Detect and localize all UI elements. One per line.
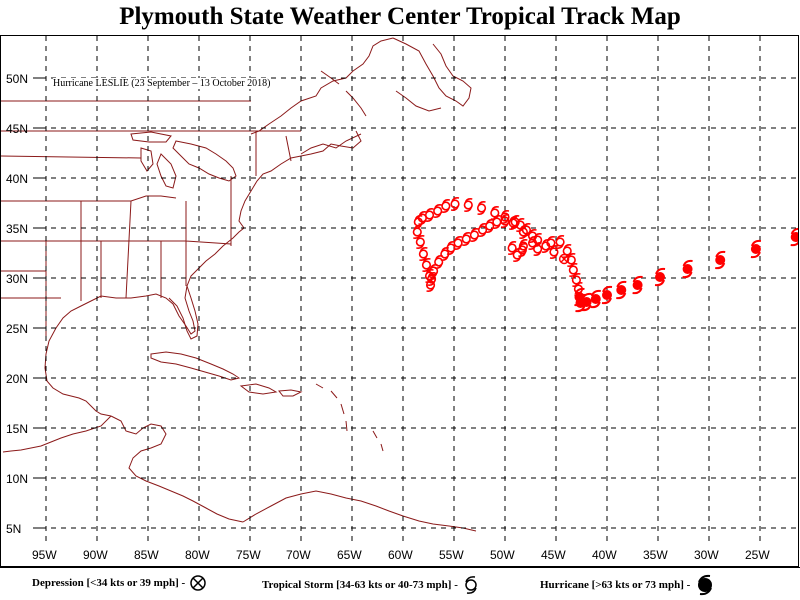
map-title: Plymouth State Weather Center Tropical T… xyxy=(119,3,681,30)
tropical-storm-marker xyxy=(461,232,471,246)
lon-label-60w: 60W xyxy=(388,548,413,562)
lon-label-40w: 40W xyxy=(592,548,617,562)
tropical-storm-marker xyxy=(507,241,517,255)
tropical-storm-marker xyxy=(500,210,510,224)
tropical-storm-marker xyxy=(421,258,432,272)
tropical-storm-marker xyxy=(469,228,479,242)
lon-label-55w: 55W xyxy=(439,548,464,562)
legend-hurricane-label: Hurricane [>63 kts or 73 mph] - xyxy=(540,579,691,591)
tropical-storm-marker xyxy=(433,204,443,218)
lon-label-85w: 85W xyxy=(134,548,159,562)
lat-label-15n: 15N xyxy=(6,422,28,436)
lon-label-95w: 95W xyxy=(32,548,57,562)
florida xyxy=(168,285,199,340)
tropical-storm-marker xyxy=(518,225,528,239)
latitude-labels: 50N 45N 40N 35N 30N 25N 20N 15N 10N 5N xyxy=(6,72,28,536)
lon-label-50w: 50W xyxy=(490,548,515,562)
tropical-storm-marker xyxy=(463,198,473,212)
tropical-storm-marker xyxy=(477,223,488,237)
lat-label-35n: 35N xyxy=(6,222,28,236)
lat-label-20n: 20N xyxy=(6,372,28,386)
hurricane-marker xyxy=(654,267,666,287)
legend-tropical-storm: Tropical Storm [34-63 kts or 40-73 mph] … xyxy=(262,574,480,596)
hurricane-marker xyxy=(632,275,643,295)
lat-label-45n: 45N xyxy=(6,122,28,136)
legend: Depression [<34 kts or 39 mph] - Tropica… xyxy=(0,567,800,600)
coastline-layer xyxy=(1,37,477,532)
lat-label-10n: 10N xyxy=(6,472,28,486)
tropical-storm-marker xyxy=(512,248,522,262)
lon-label-75w: 75W xyxy=(236,548,261,562)
lat-label-40n: 40N xyxy=(6,172,28,186)
lon-label-65w: 65W xyxy=(337,548,362,562)
lon-label-90w: 90W xyxy=(83,548,108,562)
longitude-labels: 95W 90W 85W 80W 75W 70W 65W 60W 55W 50W … xyxy=(32,548,770,562)
south-america-north xyxy=(242,490,477,532)
storm-label: Hurricane LESLIE (23 September – 13 Octo… xyxy=(53,78,271,89)
storm-track xyxy=(412,197,798,313)
hurricane-marker xyxy=(715,250,726,270)
tropical-storm-marker xyxy=(517,243,527,257)
map-frame: 50N 45N 40N 35N 30N 25N 20N 15N 10N 5N 9… xyxy=(0,35,799,567)
tropical-storm-marker xyxy=(418,247,428,261)
hurricane-marker xyxy=(601,285,613,305)
lon-label-25w: 25W xyxy=(745,548,770,562)
central-america xyxy=(2,415,244,523)
tropical-storm-marker xyxy=(510,215,520,229)
tropical-storm-marker xyxy=(424,208,435,222)
lat-label-25n: 25N xyxy=(6,322,28,336)
lon-label-30w: 30W xyxy=(694,548,719,562)
tropical-storm-marker xyxy=(441,199,451,213)
tropical-storm-marker xyxy=(562,244,572,258)
lat-label-5n: 5N xyxy=(6,522,21,536)
legend-depression-label: Depression [<34 kts or 39 mph] - xyxy=(32,577,186,589)
tropical-storm-marker xyxy=(555,235,565,249)
us-east-coast xyxy=(44,37,472,417)
hurricane-marker xyxy=(750,239,762,259)
hurricane-icon xyxy=(698,574,713,596)
lon-label-45w: 45W xyxy=(541,548,566,562)
tropical-storm-marker xyxy=(490,206,500,220)
legend-depression: Depression [<34 kts or 39 mph] - xyxy=(32,574,207,592)
lat-label-30n: 30N xyxy=(6,272,28,286)
tropical-storm-marker xyxy=(424,269,435,283)
tropical-storm-marker xyxy=(476,201,487,215)
hurricane-marker xyxy=(581,292,592,312)
lat-label-50n: 50N xyxy=(6,72,28,86)
lon-label-70w: 70W xyxy=(286,548,311,562)
cuba-caribbean xyxy=(150,351,384,452)
tropical-storm-marker xyxy=(546,236,556,250)
canada-coast-detail xyxy=(300,70,442,155)
hurricane-marker xyxy=(616,280,627,300)
hurricane-marker xyxy=(682,259,693,279)
lon-label-35w: 35W xyxy=(643,548,668,562)
axis-ticks xyxy=(33,77,41,529)
legend-hurricane: Hurricane [>63 kts or 73 mph] - xyxy=(540,574,716,596)
tropical-storm-icon xyxy=(465,576,477,594)
track-map: 50N 45N 40N 35N 30N 25N 20N 15N 10N 5N 9… xyxy=(1,36,798,562)
great-lakes xyxy=(130,131,237,189)
lon-label-80w: 80W xyxy=(185,548,210,562)
tropical-storm-marker xyxy=(533,242,543,256)
hurricane-marker xyxy=(790,227,798,247)
tropical-storm-marker xyxy=(434,255,444,269)
lat-lon-grid xyxy=(41,36,798,544)
legend-tropical-storm-label: Tropical Storm [34-63 kts or 40-73 mph] … xyxy=(262,579,458,591)
tropical-storm-marker xyxy=(450,197,460,211)
depression-icon xyxy=(190,575,206,591)
hurricane-marker xyxy=(590,289,601,309)
